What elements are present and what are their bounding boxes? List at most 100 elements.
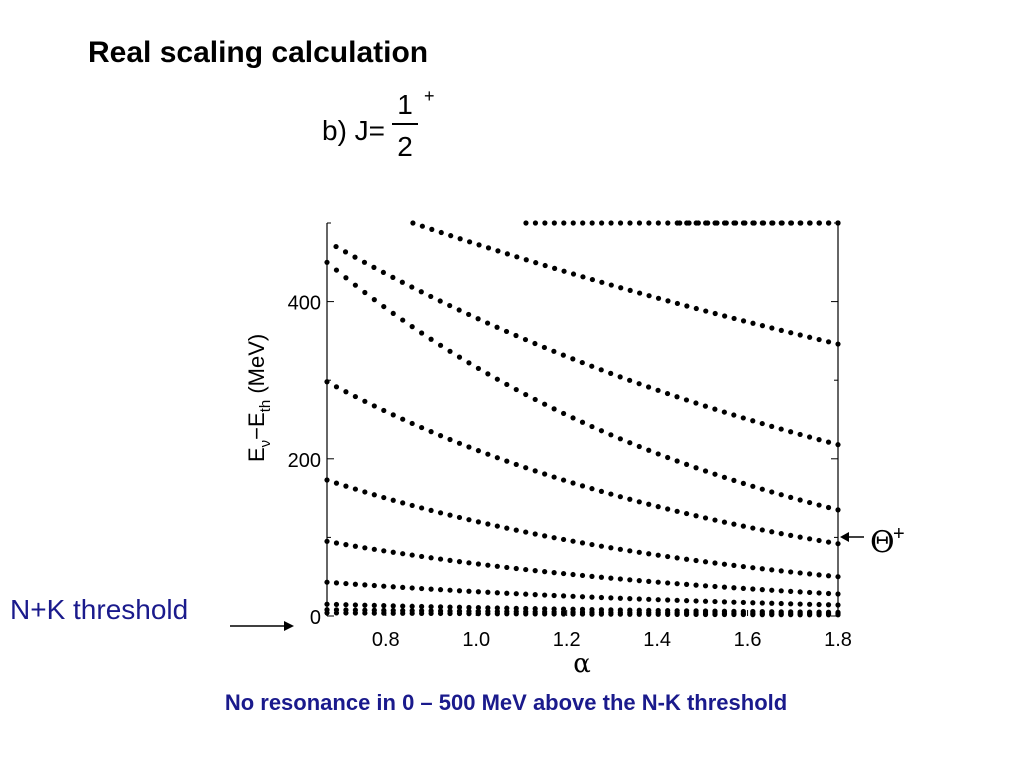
data-point [665,611,671,617]
data-point [447,587,453,593]
data-point [617,374,623,380]
data-point [552,265,558,271]
data-point [703,308,709,314]
data-point [760,220,767,226]
data-point [646,578,652,584]
data-point [447,610,453,617]
data-point [637,290,643,296]
data-point [608,491,614,497]
data-point [343,275,349,281]
axes [326,223,839,616]
data-point [608,370,614,376]
data-point [580,274,586,280]
data-point [683,611,690,618]
data-point [428,507,434,514]
data-point [721,611,728,618]
data-point [712,310,718,317]
data-point [788,220,795,226]
data-point [683,461,690,468]
data-point [788,429,794,435]
data-point [333,540,340,546]
data-point [371,492,377,498]
data-point [617,436,623,442]
data-point [456,604,463,610]
data-point [702,515,709,521]
data-point [589,220,595,226]
data-point [693,465,699,471]
data-point [731,477,737,483]
data-point [447,557,453,563]
data-point [731,412,737,418]
data-point [448,233,454,239]
data-point [485,605,491,611]
data-point [807,536,813,542]
data-point [665,454,671,461]
data-point [693,305,699,312]
data-point [608,220,614,226]
data-point [570,538,576,544]
data-point [618,285,624,291]
data-point [740,318,747,324]
data-point [778,600,784,607]
data-point [352,610,358,616]
data-point [513,386,519,393]
data-point [523,391,529,398]
data-point [532,468,538,474]
data-point [778,568,784,574]
data-point [674,597,680,603]
data-point [770,220,776,226]
data-point [494,563,500,569]
data-point [825,590,832,597]
data-point [381,407,387,414]
data-point [599,220,605,226]
data-point [324,477,330,483]
data-point [721,584,728,590]
data-point [750,612,756,618]
data-point [683,581,690,587]
data-point [825,439,832,445]
data-point [665,553,671,560]
data-point [352,581,358,587]
data-point [475,611,482,617]
data-point [816,601,822,608]
data-point [437,510,444,516]
y-label-minus: −E [244,412,269,440]
data-point [778,492,784,498]
data-point [551,406,557,412]
data-point [513,565,519,572]
data-point [532,220,539,226]
data-point [579,611,586,617]
data-point [677,220,683,226]
data-point [769,529,775,535]
data-point [485,451,491,457]
data-point [560,570,567,577]
data-point [825,612,832,618]
data-point [665,506,671,512]
data-point [324,601,330,607]
theta-annotation: Θ + [840,523,905,560]
x-tick-label: 0.8 [372,629,400,651]
data-point [589,423,595,430]
data-point [381,583,387,589]
data-point [627,220,633,226]
data-point [705,220,711,226]
data-point [371,264,377,270]
data-point [636,549,642,555]
data-point [504,525,510,531]
data-point [437,604,444,610]
data-point [807,571,813,577]
data-point [494,523,500,529]
data-point [750,418,756,424]
data-point [750,525,756,531]
data-point [674,508,680,514]
data-point [759,587,765,593]
data-point [371,297,377,303]
data-point [504,251,510,257]
data-point [674,611,680,617]
data-point [324,259,330,265]
data-point [835,591,841,597]
data-point [390,603,396,609]
data-point [570,356,576,362]
data-point [362,582,368,588]
data-point [788,588,794,594]
